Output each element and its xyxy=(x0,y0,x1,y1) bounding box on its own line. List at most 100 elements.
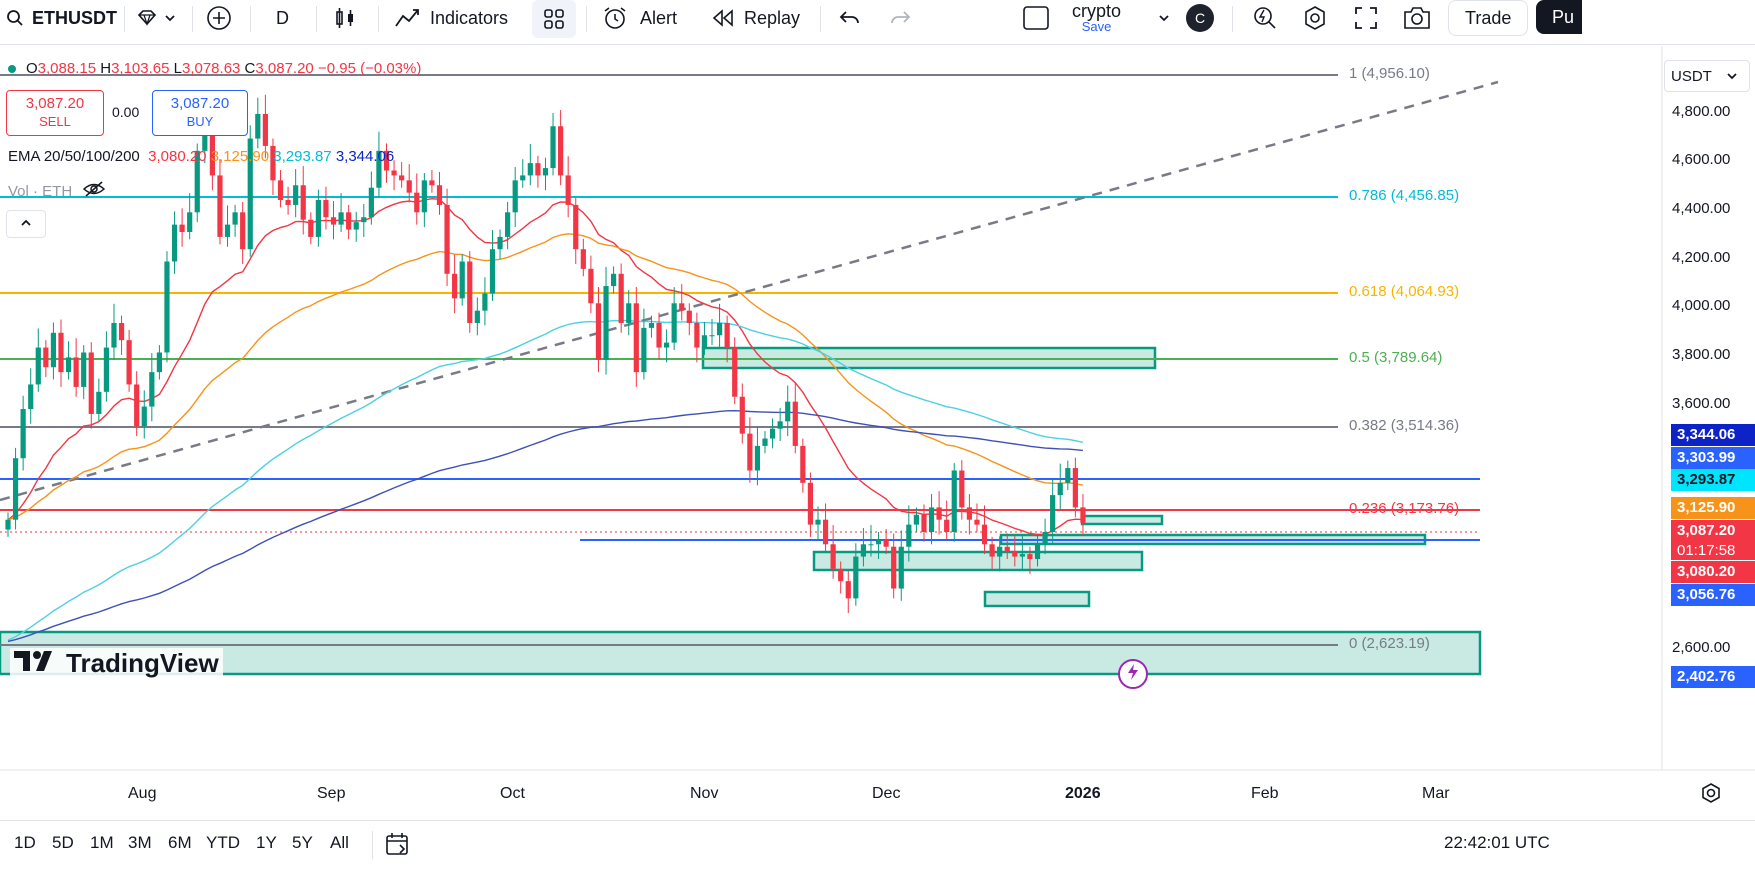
candle xyxy=(58,319,64,387)
tradingview-wordmark: TradingView xyxy=(66,648,219,678)
symbol-type-menu[interactable] xyxy=(136,0,176,36)
candle xyxy=(429,170,435,193)
snapshot-button[interactable] xyxy=(1402,0,1432,36)
collapse-legend-button[interactable] xyxy=(6,210,46,238)
tradingview-watermark[interactable]: TradingView xyxy=(10,648,223,679)
candle xyxy=(5,512,11,537)
range-button-6M[interactable]: 6M xyxy=(168,833,192,852)
candle xyxy=(739,383,745,444)
redo-button[interactable] xyxy=(888,0,912,36)
range-button-All[interactable]: All xyxy=(330,833,349,852)
layout-save-button[interactable]: crypto Save xyxy=(1072,0,1121,36)
fullscreen-icon xyxy=(1354,6,1378,30)
trade-button[interactable]: Trade xyxy=(1448,0,1529,36)
range-button-1M[interactable]: 1M xyxy=(90,833,114,852)
ema100-line[interactable] xyxy=(7,319,1084,641)
buy-button[interactable]: 3,087.20 BUY xyxy=(152,90,248,136)
range-button-1D[interactable]: 1D xyxy=(14,833,36,852)
candle xyxy=(1080,494,1086,536)
interval-button[interactable]: D xyxy=(276,0,289,36)
symbol-search[interactable]: ETHUSDT xyxy=(6,0,117,36)
alert-button[interactable]: Alert xyxy=(602,0,677,36)
layout-name: crypto xyxy=(1072,1,1122,21)
candle xyxy=(247,125,253,257)
replay-button[interactable]: Replay xyxy=(710,0,800,36)
candle xyxy=(777,408,783,442)
chart-type-button[interactable] xyxy=(334,0,356,36)
close-label: C xyxy=(244,60,256,77)
candle xyxy=(732,337,738,405)
price-tick: 4,400.00 xyxy=(1672,200,1731,217)
ema50-line[interactable] xyxy=(7,233,1084,521)
zone-3[interactable] xyxy=(983,590,1091,608)
price-chart[interactable] xyxy=(0,46,1755,818)
candle xyxy=(497,229,503,260)
fib-label-2: 0.618 (4,064.93) xyxy=(1349,283,1460,300)
gear-icon xyxy=(1700,783,1722,808)
candle xyxy=(648,315,655,338)
candle xyxy=(694,312,700,363)
zone-4[interactable] xyxy=(1080,514,1164,526)
range-button-1Y[interactable]: 1Y xyxy=(256,833,277,852)
candle xyxy=(785,385,791,437)
candle xyxy=(641,308,647,380)
publish-button[interactable]: Pu xyxy=(1536,0,1582,34)
candle xyxy=(550,112,556,176)
candle xyxy=(588,255,594,314)
zone-5[interactable] xyxy=(0,630,1482,676)
currency-selector[interactable]: USDT xyxy=(1664,60,1750,92)
price-label-0: 3,344.06 xyxy=(1671,424,1755,446)
go-to-date-button[interactable] xyxy=(384,831,410,862)
axis-settings-button[interactable] xyxy=(1700,782,1722,809)
candle xyxy=(868,525,874,557)
eye-crossed-icon[interactable] xyxy=(82,180,106,202)
ema20-value: 3,080.20 xyxy=(148,148,207,165)
candle xyxy=(489,230,496,301)
templates-button[interactable] xyxy=(532,0,576,38)
candle xyxy=(573,197,579,264)
quick-search-button[interactable] xyxy=(1252,0,1278,36)
ema-legend[interactable]: EMA 20/50/100/200 3,080.20 3,125.90 3,29… xyxy=(8,148,394,165)
candle xyxy=(436,171,443,215)
price-label-3: 3,125.90 xyxy=(1671,497,1755,519)
change-value: −0.95 (−0.03%) xyxy=(317,60,422,77)
layout-toggle[interactable] xyxy=(1022,0,1050,36)
utc-clock[interactable]: 22:42:01 UTC xyxy=(1444,833,1550,852)
range-button-5Y[interactable]: 5Y xyxy=(292,833,313,852)
candle xyxy=(353,211,359,242)
undo-button[interactable] xyxy=(838,0,862,36)
lightning-icon xyxy=(1127,663,1139,685)
candle xyxy=(595,287,602,373)
time-tick: Dec xyxy=(872,785,901,802)
bottom-toolbar: 1D 5D 1M 3M 6M YTD 1Y 5Y All 22:42:01 UTC xyxy=(0,820,1755,872)
avatar[interactable]: C xyxy=(1186,4,1214,32)
layout-menu-button[interactable] xyxy=(1158,0,1170,36)
ema20-line[interactable] xyxy=(7,197,1083,536)
candle xyxy=(974,503,980,532)
candle xyxy=(1019,534,1025,569)
settings-button[interactable] xyxy=(1302,0,1328,36)
range-button-5D[interactable]: 5D xyxy=(52,833,74,852)
candle xyxy=(149,352,155,422)
trend-line[interactable] xyxy=(0,80,1499,502)
candle xyxy=(482,277,488,326)
range-button-3M[interactable]: 3M xyxy=(128,833,152,852)
candle xyxy=(164,251,170,363)
volume-legend[interactable]: Vol · ETH xyxy=(8,180,106,202)
add-symbol-button[interactable] xyxy=(206,0,232,36)
candle xyxy=(913,507,919,532)
candle xyxy=(232,204,238,237)
ema200-line[interactable] xyxy=(7,409,1083,643)
candle xyxy=(126,329,132,392)
range-button-YTD[interactable]: YTD xyxy=(206,833,240,852)
candle xyxy=(520,159,526,188)
square-icon xyxy=(1022,5,1050,31)
sell-button[interactable]: 3,087.20 SELL xyxy=(6,90,104,136)
events-marker[interactable] xyxy=(1118,659,1148,689)
candle xyxy=(103,331,110,402)
save-label: Save xyxy=(1081,19,1112,34)
fullscreen-button[interactable] xyxy=(1354,0,1378,36)
indicators-button[interactable]: Indicators xyxy=(394,0,508,36)
candle xyxy=(807,472,814,537)
candle xyxy=(724,315,730,363)
